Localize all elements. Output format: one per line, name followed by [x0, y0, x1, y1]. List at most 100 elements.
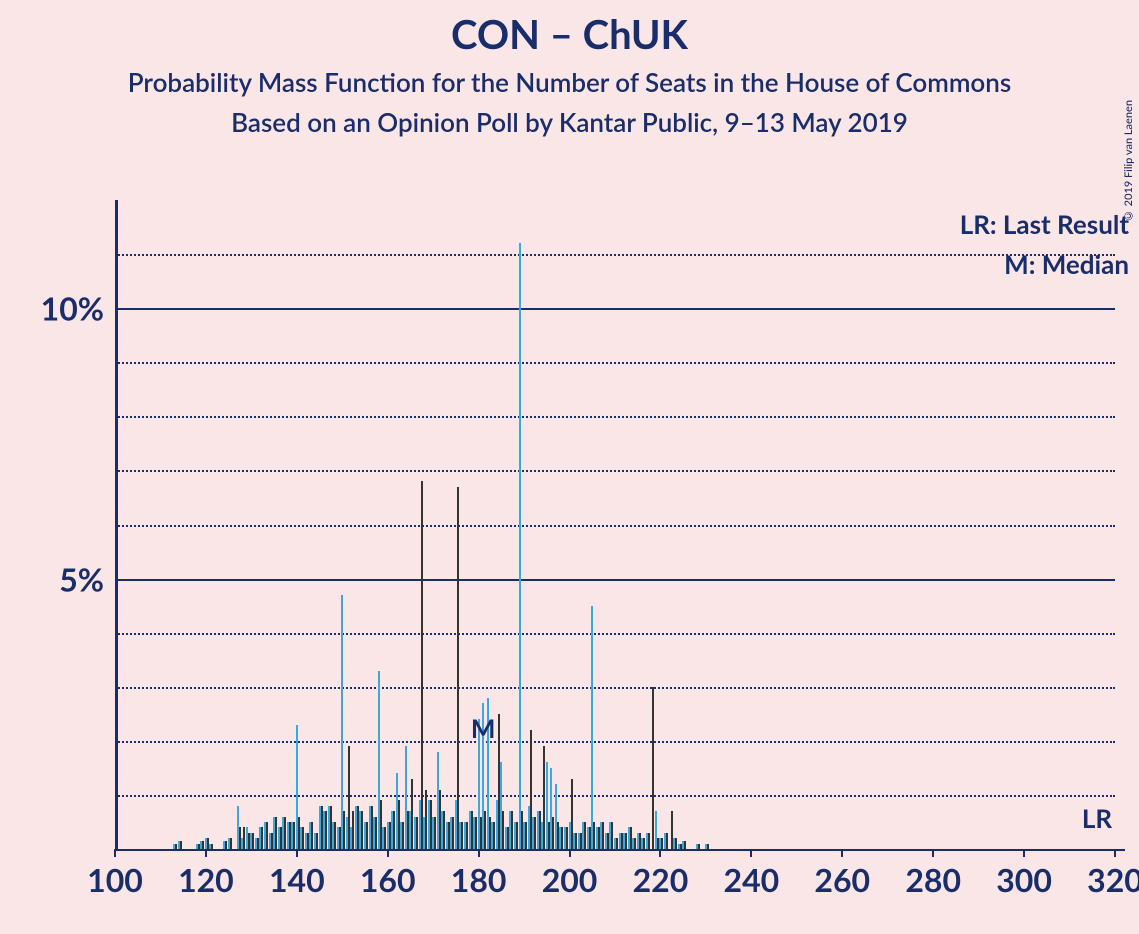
bar	[539, 811, 541, 849]
y-tick-label: 10%	[41, 289, 104, 328]
bar	[298, 817, 300, 849]
bar	[557, 822, 559, 849]
bar	[375, 817, 377, 849]
bar	[439, 790, 441, 849]
x-tick-label: 300	[996, 860, 1052, 899]
bar	[652, 687, 654, 849]
last-result-marker: LR	[1082, 802, 1112, 834]
bar	[202, 841, 204, 849]
bar	[648, 833, 650, 849]
x-tick-label: 140	[269, 860, 325, 899]
bar	[398, 800, 400, 849]
bar	[525, 822, 527, 849]
bar	[448, 822, 450, 849]
bar	[519, 243, 521, 849]
bar	[484, 811, 486, 849]
bar	[266, 822, 268, 849]
bar	[275, 817, 277, 849]
bar	[452, 817, 454, 849]
bar	[239, 827, 241, 849]
bar	[280, 827, 282, 849]
bar	[380, 800, 382, 849]
y-axis	[115, 200, 118, 849]
bar	[611, 822, 613, 849]
bar	[630, 827, 632, 849]
bar	[502, 811, 504, 849]
bar	[284, 817, 286, 849]
bar	[311, 822, 313, 849]
bar	[552, 817, 554, 849]
bar	[657, 838, 659, 849]
bar	[530, 730, 532, 849]
bar	[593, 822, 595, 849]
bar	[316, 833, 318, 849]
bar	[257, 838, 259, 849]
bar	[621, 833, 623, 849]
bar	[493, 822, 495, 849]
bar	[643, 838, 645, 849]
bar	[407, 811, 409, 849]
bar	[580, 833, 582, 849]
bar	[352, 811, 354, 849]
chart-subtitle2: Based on an Opinion Poll by Kantar Publi…	[0, 106, 1139, 138]
bar	[498, 714, 500, 849]
legend-lr: LR: Last Result	[960, 208, 1129, 240]
bar	[261, 827, 263, 849]
bar	[371, 806, 373, 849]
x-axis	[115, 849, 1125, 851]
bar	[225, 841, 227, 849]
plot-area: 5%10% 1001201401601802002202402602803003…	[115, 200, 1139, 855]
x-tick-label: 180	[451, 860, 507, 899]
x-tick-label: 320	[1087, 860, 1139, 899]
bar	[566, 827, 568, 849]
bar	[571, 779, 573, 849]
bar	[243, 827, 245, 849]
bar	[471, 811, 473, 849]
bar	[293, 822, 295, 849]
x-tick-label: 160	[360, 860, 416, 899]
bar	[575, 833, 577, 849]
bar	[666, 833, 668, 849]
bar	[598, 827, 600, 849]
bar	[334, 822, 336, 849]
bar	[389, 822, 391, 849]
bar	[684, 841, 686, 849]
bar	[443, 811, 445, 849]
bar	[425, 790, 427, 849]
bar	[348, 746, 350, 849]
bar	[307, 833, 309, 849]
bar	[521, 811, 523, 849]
x-tick-label: 120	[178, 860, 234, 899]
bar	[561, 827, 563, 849]
bar	[366, 822, 368, 849]
bar	[466, 822, 468, 849]
bar	[625, 833, 627, 849]
bar	[584, 822, 586, 849]
bar	[330, 806, 332, 849]
bar	[339, 827, 341, 849]
bar	[507, 827, 509, 849]
bar	[634, 838, 636, 849]
x-tick-label: 240	[724, 860, 780, 899]
chart-title: CON – ChUK	[0, 10, 1139, 58]
bar	[489, 817, 491, 849]
bar	[430, 800, 432, 849]
x-tick-label: 200	[542, 860, 598, 899]
legend-m: M: Median	[1004, 248, 1129, 280]
bar	[325, 811, 327, 849]
bar	[548, 822, 550, 849]
bar	[591, 606, 593, 849]
bar	[671, 811, 673, 849]
bar	[475, 817, 477, 849]
bar	[384, 827, 386, 849]
y-tick-label: 5%	[59, 559, 104, 598]
chart-subtitle1: Probability Mass Function for the Number…	[0, 66, 1139, 98]
x-tick-label: 260	[814, 860, 870, 899]
bar	[343, 811, 345, 849]
bar	[602, 822, 604, 849]
bar	[402, 822, 404, 849]
bar	[302, 827, 304, 849]
bar	[661, 838, 663, 849]
bar	[411, 779, 413, 849]
bar	[639, 833, 641, 849]
